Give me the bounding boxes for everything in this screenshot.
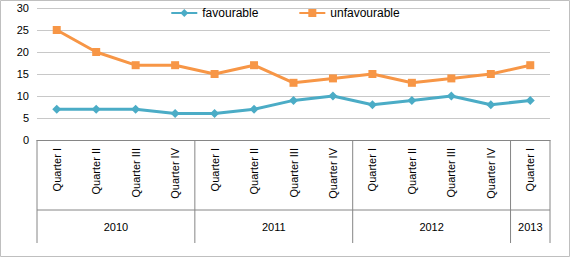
svg-text:Quarter I: Quarter I: [209, 148, 221, 191]
svg-text:10: 10: [17, 90, 29, 102]
svg-text:Quarter III: Quarter III: [288, 148, 300, 198]
svg-text:Quarter I: Quarter I: [524, 148, 536, 191]
svg-text:2011: 2011: [262, 221, 286, 233]
svg-text:25: 25: [17, 24, 29, 36]
svg-text:Quarter IV: Quarter IV: [169, 147, 181, 198]
svg-text:2013: 2013: [518, 221, 542, 233]
svg-text:Quarter II: Quarter II: [90, 148, 102, 194]
svg-text:Quarter III: Quarter III: [445, 148, 457, 198]
svg-text:5: 5: [23, 112, 29, 124]
svg-text:2010: 2010: [104, 221, 128, 233]
svg-text:30: 30: [17, 2, 29, 14]
svg-text:Quarter IV: Quarter IV: [485, 147, 497, 198]
svg-text:Quarter I: Quarter I: [366, 148, 378, 191]
svg-text:2012: 2012: [419, 221, 443, 233]
svg-text:Quarter II: Quarter II: [406, 148, 418, 194]
svg-text:unfavourable: unfavourable: [330, 6, 400, 20]
svg-text:Quarter I: Quarter I: [51, 148, 63, 191]
svg-text:20: 20: [17, 46, 29, 58]
svg-text:favourable: favourable: [202, 6, 258, 20]
svg-text:Quarter II: Quarter II: [248, 148, 260, 194]
svg-text:Quarter III: Quarter III: [130, 148, 142, 198]
svg-text:0: 0: [23, 134, 29, 146]
svg-text:15: 15: [17, 68, 29, 80]
svg-text:Quarter IV: Quarter IV: [327, 147, 339, 198]
